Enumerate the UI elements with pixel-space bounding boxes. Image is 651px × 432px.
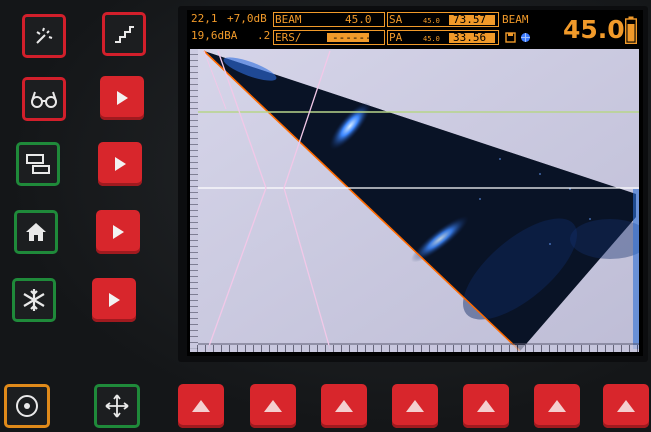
pa-value: 33.56: [453, 31, 487, 44]
pa-label: PA: [389, 31, 403, 44]
sector-scan-view[interactable]: [190, 49, 639, 352]
ers-box[interactable]: [273, 30, 385, 45]
instrument-screen: 22,1 +7,0dB 19,6dBA .2 BEAM 45.0 ERS/ --…: [187, 10, 643, 356]
up-key-2[interactable]: [250, 384, 296, 428]
depth-scale: [190, 49, 198, 352]
up-triangle-icon: [192, 400, 210, 412]
sa-angle: 45.0: [423, 17, 440, 25]
layout-key[interactable]: [16, 142, 60, 186]
pa-bar: [449, 33, 495, 43]
save-icon[interactable]: [505, 32, 516, 43]
ers-bar: [327, 33, 369, 42]
up-key-6[interactable]: [534, 384, 580, 428]
gain-offset: +7,0dB: [227, 12, 267, 25]
play-key-1[interactable]: [100, 76, 144, 120]
play-key-4[interactable]: [92, 278, 136, 322]
ers-value: ------: [332, 31, 372, 44]
up-key-5[interactable]: [463, 384, 509, 428]
globe-icon: [521, 33, 530, 42]
pa-angle: 45.0: [423, 35, 440, 43]
up-key-7[interactable]: [603, 384, 649, 428]
stairs-icon: [115, 26, 134, 43]
move-icon: [105, 394, 129, 418]
play-icon: [113, 225, 124, 239]
sector-scan-image: [190, 49, 639, 352]
up-triangle-icon: [406, 400, 424, 412]
play-key-2[interactable]: [98, 142, 142, 186]
sa-box[interactable]: [387, 12, 499, 27]
ers-label: ERS/: [275, 31, 302, 44]
battery-icon: [625, 16, 637, 44]
up-triangle-icon: [548, 400, 566, 412]
pa-box[interactable]: [387, 30, 499, 45]
up-triangle-icon: [264, 400, 282, 412]
layout-icon: [26, 154, 50, 174]
beam-big-value: 45.0: [563, 15, 625, 44]
beam-value: 45.0: [345, 13, 372, 26]
play-key-3[interactable]: [96, 210, 140, 254]
up-triangle-icon: [477, 400, 495, 412]
gain-dba: 19,6dBA: [191, 29, 238, 42]
target-icon: [16, 395, 38, 417]
snowflake-key[interactable]: [12, 278, 56, 322]
glasses-key[interactable]: [22, 77, 66, 121]
sa-value: 73.57: [453, 13, 487, 26]
status-header: 22,1 +7,0dB 19,6dBA .2 BEAM 45.0 ERS/ --…: [187, 10, 643, 48]
play-icon: [117, 91, 128, 105]
up-triangle-icon: [335, 400, 353, 412]
gain-step: .2: [257, 29, 271, 42]
up-key-3[interactable]: [321, 384, 367, 428]
home-icon: [26, 223, 46, 241]
beam-box[interactable]: [273, 12, 385, 27]
beam-right-label: BEAM: [502, 13, 529, 26]
play-icon: [109, 293, 120, 307]
move-key[interactable]: [94, 384, 140, 428]
up-triangle-icon: [617, 400, 635, 412]
play-icon: [115, 157, 126, 171]
up-key-4[interactable]: [392, 384, 438, 428]
home-key[interactable]: [14, 210, 58, 254]
target-key[interactable]: [4, 384, 50, 428]
gain-db: 22,1: [191, 12, 218, 25]
sa-label: SA: [389, 13, 403, 26]
surface-distance-scale: [190, 345, 639, 352]
spark-icon: [36, 27, 53, 44]
up-key-1[interactable]: [178, 384, 224, 428]
spark-key[interactable]: [22, 14, 66, 58]
sa-bar: [449, 15, 495, 25]
beam-label: BEAM: [275, 13, 302, 26]
stairs-key[interactable]: [102, 12, 146, 56]
snowflake-icon: [23, 289, 45, 311]
glasses-icon: [31, 91, 57, 108]
